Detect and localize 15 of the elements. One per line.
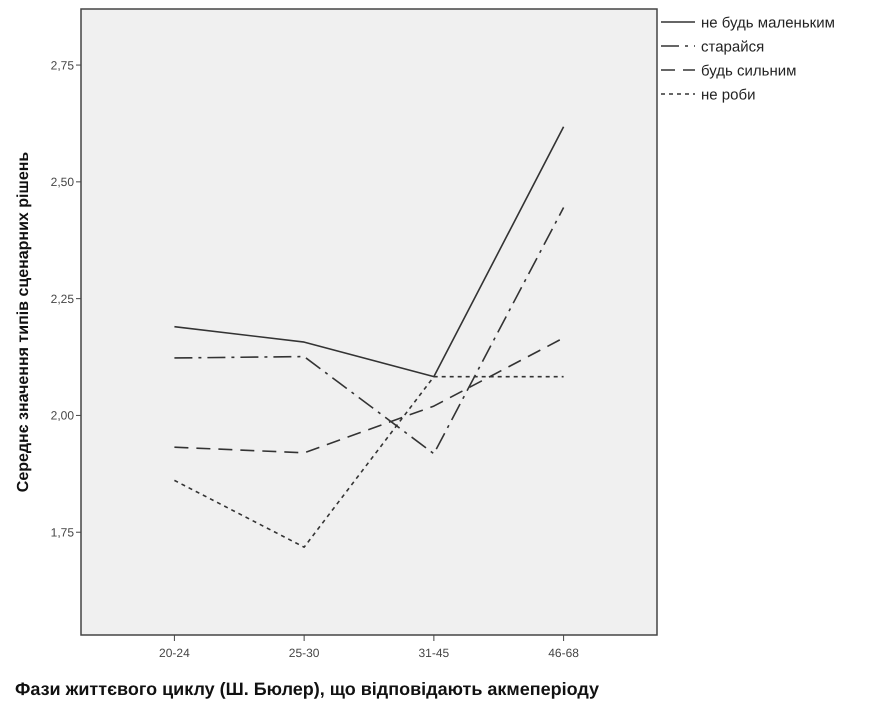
legend-label: старайся [701, 38, 764, 56]
x-tick-label: 31-45 [418, 646, 450, 660]
legend-label: будь сильним [701, 62, 796, 80]
legend-label: не роби [701, 86, 756, 104]
y-tick-label: 2,00 [50, 408, 74, 423]
y-tick-label: 2,75 [50, 58, 74, 72]
y-axis-title: Середнє значення типів сценарних рішень [15, 152, 32, 492]
x-axis-title: Фази життєвого циклу (Ш. Бюлер), що відповідають акмеперіоду [15, 679, 600, 699]
legend-label: не будь маленьким [701, 14, 835, 32]
x-tick-label: 46-68 [548, 646, 580, 660]
x-tick-label: 25-30 [288, 646, 320, 660]
x-tick-label: 20-24 [159, 646, 190, 660]
y-tick-label: 2,50 [50, 175, 74, 190]
y-tick-label: 1,75 [50, 525, 74, 540]
y-tick-label: 2,25 [50, 292, 74, 306]
